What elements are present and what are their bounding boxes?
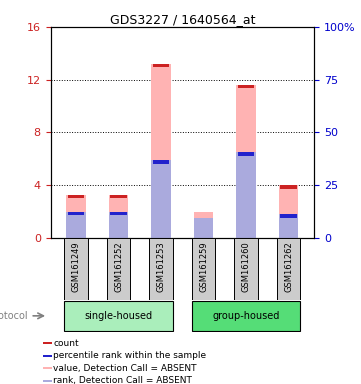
Text: single-housed: single-housed (84, 311, 153, 321)
Text: group-housed: group-housed (212, 311, 280, 321)
Bar (109, 212, 128, 238)
Bar (238, 85, 254, 88)
Bar (280, 214, 297, 218)
Bar (110, 195, 127, 198)
Bar (149, 238, 173, 300)
Text: GSM161249: GSM161249 (71, 241, 81, 292)
Text: protocol: protocol (0, 311, 28, 321)
Bar (234, 238, 258, 300)
Text: count: count (53, 339, 79, 348)
Bar (43, 367, 52, 369)
Text: GSM161252: GSM161252 (114, 241, 123, 292)
Bar (194, 212, 213, 238)
Bar (107, 238, 130, 300)
Bar (68, 212, 84, 215)
Text: GSM161259: GSM161259 (199, 241, 208, 292)
Bar (152, 160, 171, 238)
Bar (194, 218, 213, 238)
Bar (43, 354, 52, 356)
Text: value, Detection Call = ABSENT: value, Detection Call = ABSENT (53, 364, 197, 372)
Bar (280, 185, 297, 189)
Bar (236, 85, 256, 238)
Bar (192, 301, 300, 331)
Text: GSM161253: GSM161253 (157, 241, 166, 292)
Text: rank, Detection Call = ABSENT: rank, Detection Call = ABSENT (53, 376, 192, 384)
Bar (238, 152, 254, 156)
Bar (43, 379, 52, 382)
Text: GSM161260: GSM161260 (242, 241, 251, 292)
Bar (66, 195, 86, 238)
Bar (66, 212, 86, 238)
Text: GSM161262: GSM161262 (284, 241, 293, 292)
Bar (192, 238, 215, 300)
Bar (153, 160, 169, 164)
Bar (68, 195, 84, 198)
Bar (236, 152, 256, 238)
Bar (279, 214, 298, 238)
Bar (110, 212, 127, 215)
Bar (64, 301, 173, 331)
Bar (277, 238, 300, 300)
Text: percentile rank within the sample: percentile rank within the sample (53, 351, 206, 360)
Title: GDS3227 / 1640564_at: GDS3227 / 1640564_at (109, 13, 255, 26)
Bar (279, 185, 298, 238)
Bar (152, 64, 171, 238)
Bar (64, 238, 88, 300)
Bar (43, 342, 52, 344)
Bar (109, 195, 128, 238)
Bar (153, 64, 169, 67)
